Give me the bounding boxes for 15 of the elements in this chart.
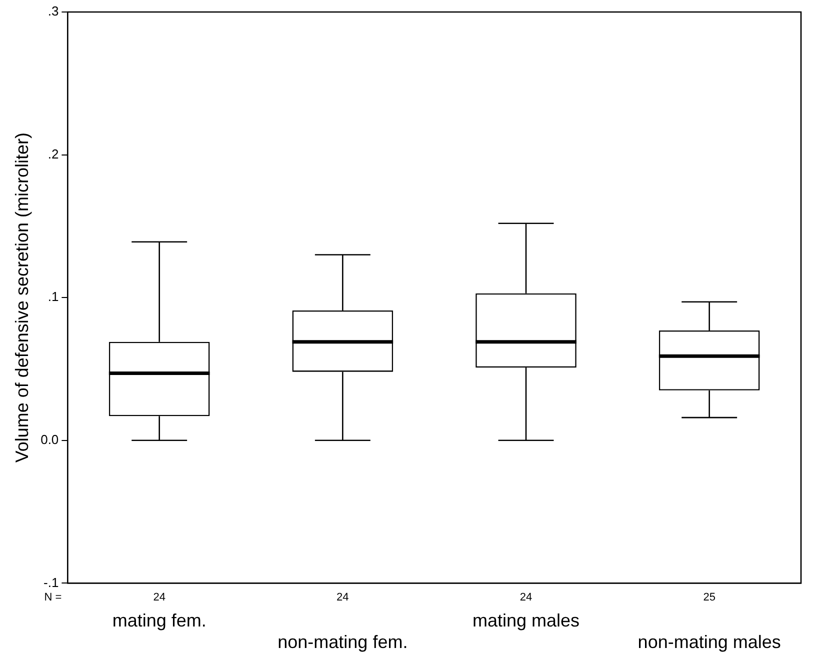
y-tick-label: 0.0 bbox=[40, 432, 59, 447]
text: 24 bbox=[153, 592, 166, 604]
y-tick-label: .2 bbox=[48, 146, 59, 162]
y-tick-label: .3 bbox=[48, 4, 59, 19]
x-tick-label: non-mating fem. bbox=[278, 632, 408, 652]
text: 24 bbox=[336, 592, 349, 604]
text: 25 bbox=[703, 592, 716, 604]
y-tick-label: .1 bbox=[48, 289, 59, 304]
y-tick-label: -.1 bbox=[44, 574, 59, 590]
x-tick-label: mating males bbox=[472, 610, 580, 631]
text: N = bbox=[44, 592, 62, 604]
x-tick-label: mating fem. bbox=[112, 610, 206, 631]
x-tick-label: non-mating males bbox=[638, 632, 781, 652]
y-axis-title: Volume of defensive secretion (microliter) bbox=[12, 132, 32, 463]
text: 24 bbox=[520, 592, 532, 604]
